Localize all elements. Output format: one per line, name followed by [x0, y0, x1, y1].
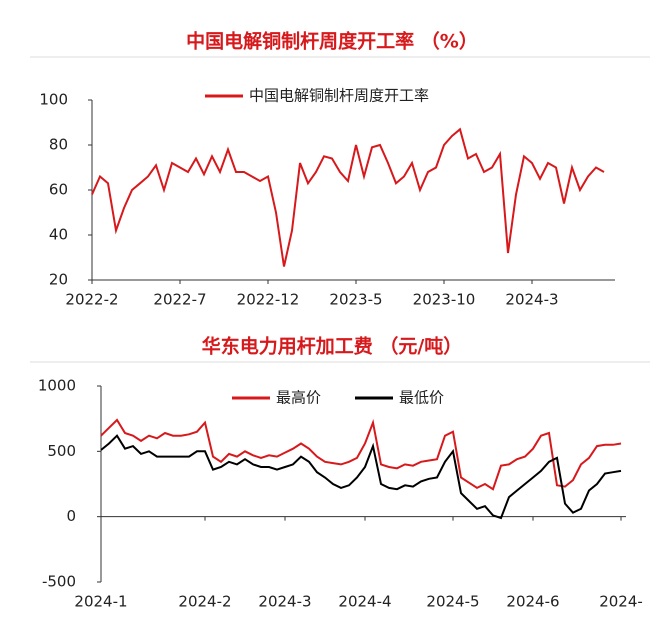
y-tick-label: -500	[42, 573, 76, 591]
legend-label: 最低价	[399, 389, 444, 407]
x-tick-label: 2024-2	[178, 593, 231, 611]
legend-label: 最高价	[276, 389, 321, 407]
series-line	[100, 418, 622, 491]
y-tick-label: 80	[49, 136, 68, 154]
chart-title: 中国电解铜制杆周度开工率 （%）	[186, 30, 478, 53]
y-tick-label: 0	[66, 507, 76, 525]
x-tick-label: 2024-6	[506, 593, 559, 611]
x-tick-label: 2023-10	[413, 291, 476, 309]
x-tick-label: 2022-12	[237, 291, 300, 309]
legend-label: 中国电解铜制杆周度开工率	[249, 87, 429, 105]
x-tick-label: 2024-3	[505, 291, 558, 309]
x-tick-label: 2024-	[599, 593, 643, 611]
chart-title: 华东电力用杆加工费 （元/吨）	[202, 335, 463, 358]
y-tick-label: 1000	[38, 377, 76, 395]
series-line	[91, 127, 605, 267]
x-tick-label: 2024-5	[426, 593, 479, 611]
x-tick-label: 2024-1	[74, 593, 127, 611]
series-line	[100, 434, 622, 520]
x-tick-label: 2022-7	[153, 291, 206, 309]
y-tick-label: 20	[49, 271, 68, 289]
x-tick-label: 2022-2	[65, 291, 118, 309]
x-tick-label: 2024-3	[258, 593, 311, 611]
y-tick-label: 100	[39, 91, 68, 109]
y-tick-label: 40	[49, 226, 68, 244]
x-tick-label: 2024-4	[338, 593, 391, 611]
x-tick-label: 2023-5	[329, 291, 382, 309]
y-tick-label: 60	[49, 181, 68, 199]
y-tick-label: 500	[47, 442, 76, 460]
